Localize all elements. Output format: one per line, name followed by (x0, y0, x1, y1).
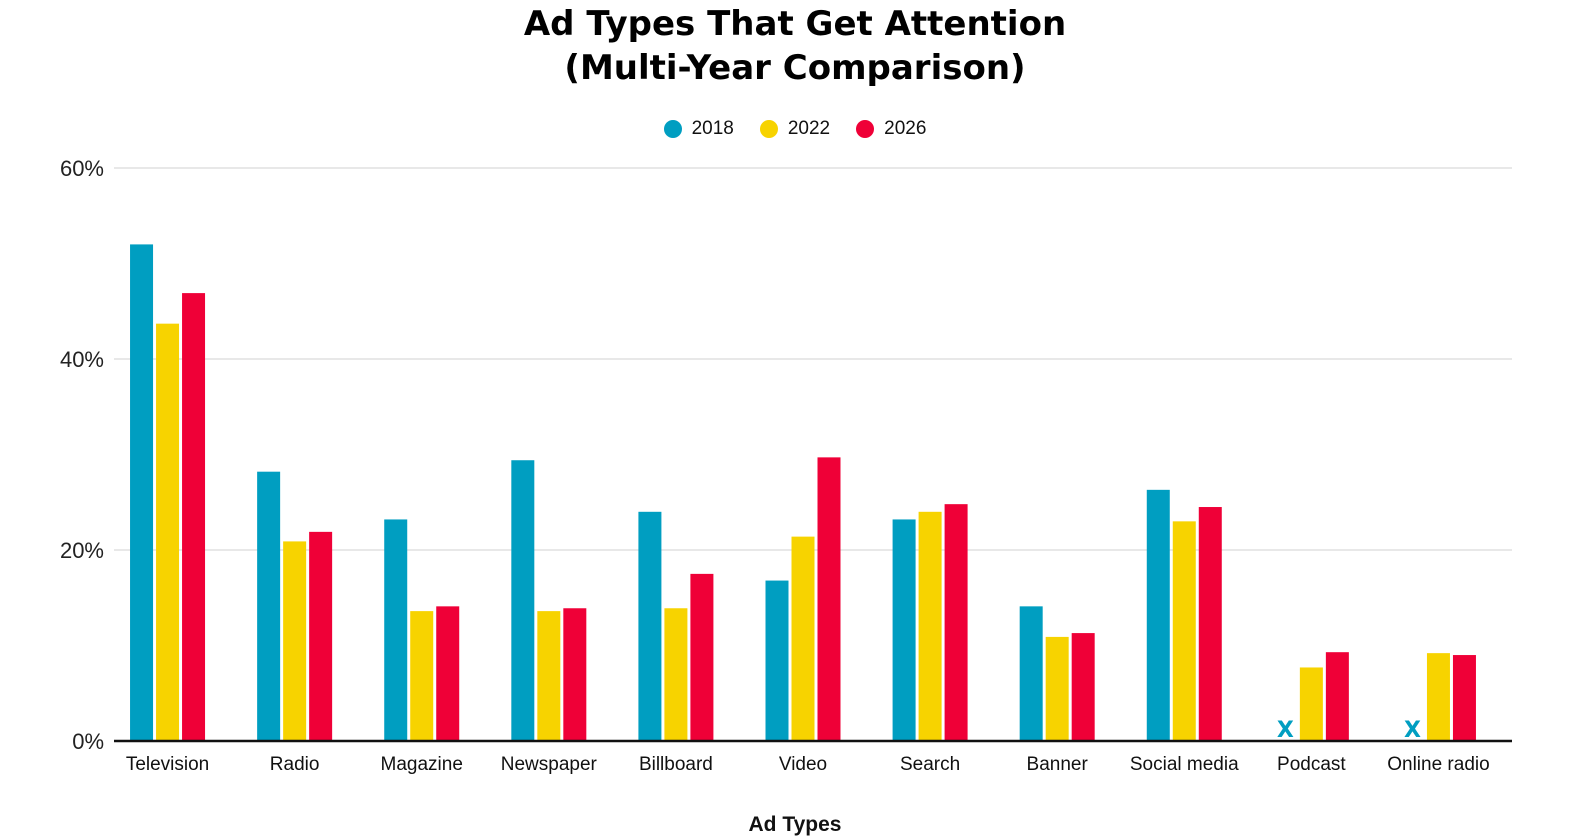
bar (1172, 521, 1196, 741)
bar (410, 611, 434, 741)
legend-item-2018[interactable]: 2018 (663, 118, 734, 140)
bar (436, 606, 460, 741)
missing-value-marker: X (1404, 718, 1421, 743)
x-tick-label: Radio (270, 754, 320, 775)
legend: 2018 2022 2026 (0, 118, 1590, 140)
x-tick-label: Television (126, 754, 209, 775)
bar (1325, 652, 1349, 741)
y-tick-label: 40% (60, 347, 104, 372)
bar (944, 504, 968, 741)
legend-label-2026: 2026 (884, 118, 927, 139)
bar (1452, 655, 1476, 741)
bar (563, 608, 587, 741)
x-tick-label: Video (779, 754, 827, 775)
bar (1071, 633, 1095, 741)
bar (1198, 507, 1222, 741)
missing-value-marker: X (1277, 718, 1294, 743)
bar (384, 519, 408, 741)
x-tick-label: Online radio (1387, 754, 1489, 775)
bar (156, 323, 180, 741)
legend-swatch-2022 (759, 120, 778, 138)
bar (1019, 606, 1043, 741)
legend-item-2026[interactable]: 2026 (856, 118, 926, 140)
bar (690, 573, 714, 741)
bar (1426, 653, 1450, 741)
bar (664, 608, 688, 741)
legend-item-2022[interactable]: 2022 (759, 118, 831, 140)
bar (283, 541, 307, 741)
legend-label-2022: 2022 (787, 118, 831, 139)
x-tick-label: Banner (1027, 754, 1089, 775)
y-tick-label: 60% (60, 156, 104, 181)
bar (537, 611, 561, 741)
bar (1045, 636, 1069, 741)
x-axis-title: Ad Types (748, 813, 842, 836)
bar (309, 531, 333, 741)
y-tick-label: 20% (60, 538, 104, 563)
bar (182, 293, 206, 741)
x-tick-label: Social media (1130, 754, 1239, 775)
bar (918, 511, 942, 741)
chart-title-line-2: (Multi-Year Comparison) (564, 48, 1026, 88)
chart-title: Ad Types That Get Attention (Multi-Year … (0, 2, 1590, 90)
bar (511, 460, 535, 741)
bar (257, 471, 281, 741)
x-tick-label: Podcast (1277, 754, 1346, 775)
x-tick-label: Newspaper (501, 754, 598, 775)
bar (1146, 489, 1170, 741)
x-tick-label: Magazine (381, 754, 463, 775)
legend-swatch-2026 (856, 120, 875, 138)
legend-swatch-2018 (663, 120, 682, 138)
legend-label-2018: 2018 (691, 118, 734, 139)
bar (638, 511, 662, 741)
bar (892, 519, 916, 741)
x-tick-label: Search (900, 754, 960, 775)
bar (130, 244, 154, 741)
chart-title-line-1: Ad Types That Get Attention (523, 4, 1067, 44)
bar (791, 536, 815, 741)
y-tick-label: 0% (72, 729, 104, 754)
bar (765, 580, 789, 741)
bar (817, 457, 841, 741)
x-tick-label: Billboard (639, 754, 713, 775)
bar (1299, 667, 1323, 741)
